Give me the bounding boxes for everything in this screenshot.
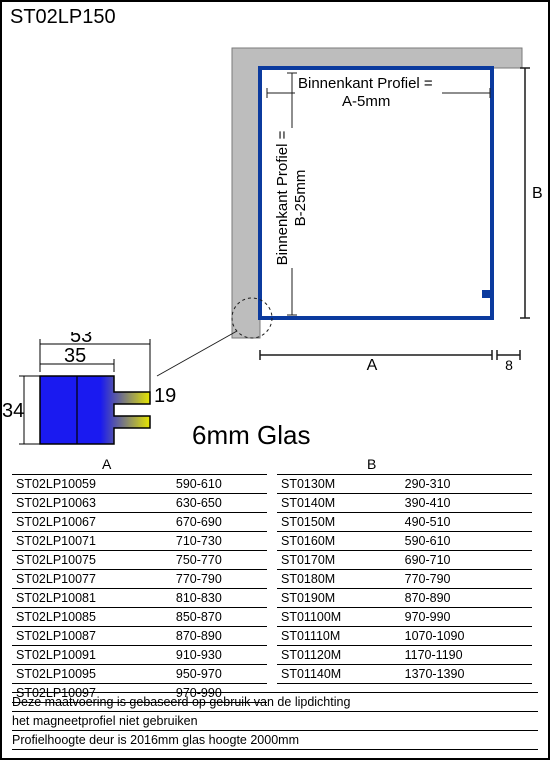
hinge-icon bbox=[482, 290, 492, 298]
table-row: ST01100M970-990 bbox=[277, 608, 532, 627]
table-row: ST02LP10091910-930 bbox=[12, 646, 267, 665]
code-cell: ST02LP10085 bbox=[12, 608, 131, 627]
dim-35: 35 bbox=[64, 345, 86, 367]
code-cell: ST02LP10095 bbox=[12, 665, 131, 684]
code-cell: ST0170M bbox=[277, 551, 389, 570]
table-row: ST0170M690-710 bbox=[277, 551, 532, 570]
glass-label: 6mm Glas bbox=[192, 420, 310, 451]
val-cell: 490-510 bbox=[389, 513, 532, 532]
table-row: ST0140M390-410 bbox=[277, 494, 532, 513]
val-cell: 1170-1190 bbox=[389, 646, 532, 665]
note-line: Profielhoogte deur is 2016mm glas hoogte… bbox=[12, 730, 538, 750]
val-cell: 290-310 bbox=[389, 475, 532, 494]
code-cell: ST0180M bbox=[277, 570, 389, 589]
code-cell: ST0190M bbox=[277, 589, 389, 608]
val-cell: 970-990 bbox=[389, 608, 532, 627]
val-cell: 710-730 bbox=[131, 532, 267, 551]
table-row: ST0150M490-510 bbox=[277, 513, 532, 532]
label-top-2: A-5mm bbox=[342, 93, 390, 110]
code-cell: ST02LP10071 bbox=[12, 532, 131, 551]
code-cell: ST02LP10091 bbox=[12, 646, 131, 665]
code-cell: ST02LP10067 bbox=[12, 513, 131, 532]
code-cell: ST0150M bbox=[277, 513, 389, 532]
dim-B: B bbox=[532, 185, 543, 202]
table-row: ST02LP10067670-690 bbox=[12, 513, 267, 532]
code-cell: ST02LP10087 bbox=[12, 627, 131, 646]
page: ST02LP150 B A 8 Binnenkant Profiel = A- bbox=[0, 0, 550, 760]
code-cell: ST02LP10081 bbox=[12, 589, 131, 608]
table-row: ST0190M870-890 bbox=[277, 589, 532, 608]
notes: Deze maatvoering is gebaseerd op gebruik… bbox=[12, 692, 538, 750]
table-row: ST01120M1170-1190 bbox=[277, 646, 532, 665]
code-cell: ST0140M bbox=[277, 494, 389, 513]
val-cell: 630-650 bbox=[131, 494, 267, 513]
val-cell: 1370-1390 bbox=[389, 665, 532, 684]
note-line: Deze maatvoering is gebaseerd op gebruik… bbox=[12, 692, 538, 711]
page-title: ST02LP150 bbox=[2, 2, 548, 33]
dimension-tables: A ST02LP10059590-610ST02LP10063630-650ST… bbox=[12, 456, 538, 703]
code-cell: ST01140M bbox=[277, 665, 389, 684]
code-cell: ST01100M bbox=[277, 608, 389, 627]
val-cell: 850-870 bbox=[131, 608, 267, 627]
val-cell: 870-890 bbox=[389, 589, 532, 608]
val-cell: 690-710 bbox=[389, 551, 532, 570]
val-cell: 910-930 bbox=[131, 646, 267, 665]
code-cell: ST01120M bbox=[277, 646, 389, 665]
table-row: ST02LP10059590-610 bbox=[12, 475, 267, 494]
dim-A: A bbox=[367, 357, 378, 374]
code-cell: ST0160M bbox=[277, 532, 389, 551]
dim-19: 19 bbox=[154, 385, 176, 407]
table-A: ST02LP10059590-610ST02LP10063630-650ST02… bbox=[12, 474, 267, 703]
note-line: het magneetprofiel niet gebruiken bbox=[12, 711, 538, 730]
table-B: ST0130M290-310ST0140M390-410ST0150M490-5… bbox=[277, 474, 532, 684]
table-row: ST02LP10071710-730 bbox=[12, 532, 267, 551]
code-cell: ST02LP10063 bbox=[12, 494, 131, 513]
table-row: ST01140M1370-1390 bbox=[277, 665, 532, 684]
label-left-1: Binnenkant Profiel = bbox=[274, 130, 291, 265]
profile-cross-section: 53 35 34 19 bbox=[2, 332, 122, 442]
table-row: ST01110M1070-1090 bbox=[277, 627, 532, 646]
table-row: ST02LP10085850-870 bbox=[12, 608, 267, 627]
table-row: ST0130M290-310 bbox=[277, 475, 532, 494]
table-row: ST02LP10095950-970 bbox=[12, 665, 267, 684]
code-cell: ST02LP10075 bbox=[12, 551, 131, 570]
table-row: ST02LP10081810-830 bbox=[12, 589, 267, 608]
val-cell: 390-410 bbox=[389, 494, 532, 513]
table-row: ST02LP10077770-790 bbox=[12, 570, 267, 589]
label-left-2: B-25mm bbox=[292, 170, 309, 227]
code-cell: ST02LP10077 bbox=[12, 570, 131, 589]
val-cell: 1070-1090 bbox=[389, 627, 532, 646]
code-cell: ST01110M bbox=[277, 627, 389, 646]
code-cell: ST02LP10059 bbox=[12, 475, 131, 494]
dim-8: 8 bbox=[505, 357, 513, 373]
val-cell: 950-970 bbox=[131, 665, 267, 684]
val-cell: 870-890 bbox=[131, 627, 267, 646]
val-cell: 590-610 bbox=[389, 532, 532, 551]
table-row: ST02LP10063630-650 bbox=[12, 494, 267, 513]
val-cell: 750-770 bbox=[131, 551, 267, 570]
val-cell: 810-830 bbox=[131, 589, 267, 608]
val-cell: 670-690 bbox=[131, 513, 267, 532]
table-row: ST02LP10087870-890 bbox=[12, 627, 267, 646]
table-row: ST0180M770-790 bbox=[277, 570, 532, 589]
val-cell: 770-790 bbox=[131, 570, 267, 589]
table-row: ST0160M590-610 bbox=[277, 532, 532, 551]
plan-diagram: B A 8 Binnenkant Profiel = A-5mm Binnenk… bbox=[2, 38, 548, 378]
val-cell: 590-610 bbox=[131, 475, 267, 494]
val-cell: 770-790 bbox=[389, 570, 532, 589]
code-cell: ST0130M bbox=[277, 475, 389, 494]
profile-shape bbox=[40, 376, 150, 444]
col-head-B: B bbox=[277, 456, 376, 472]
dim-34: 34 bbox=[2, 400, 24, 422]
table-row: ST02LP10075750-770 bbox=[12, 551, 267, 570]
label-top-1: Binnenkant Profiel = bbox=[298, 75, 433, 92]
